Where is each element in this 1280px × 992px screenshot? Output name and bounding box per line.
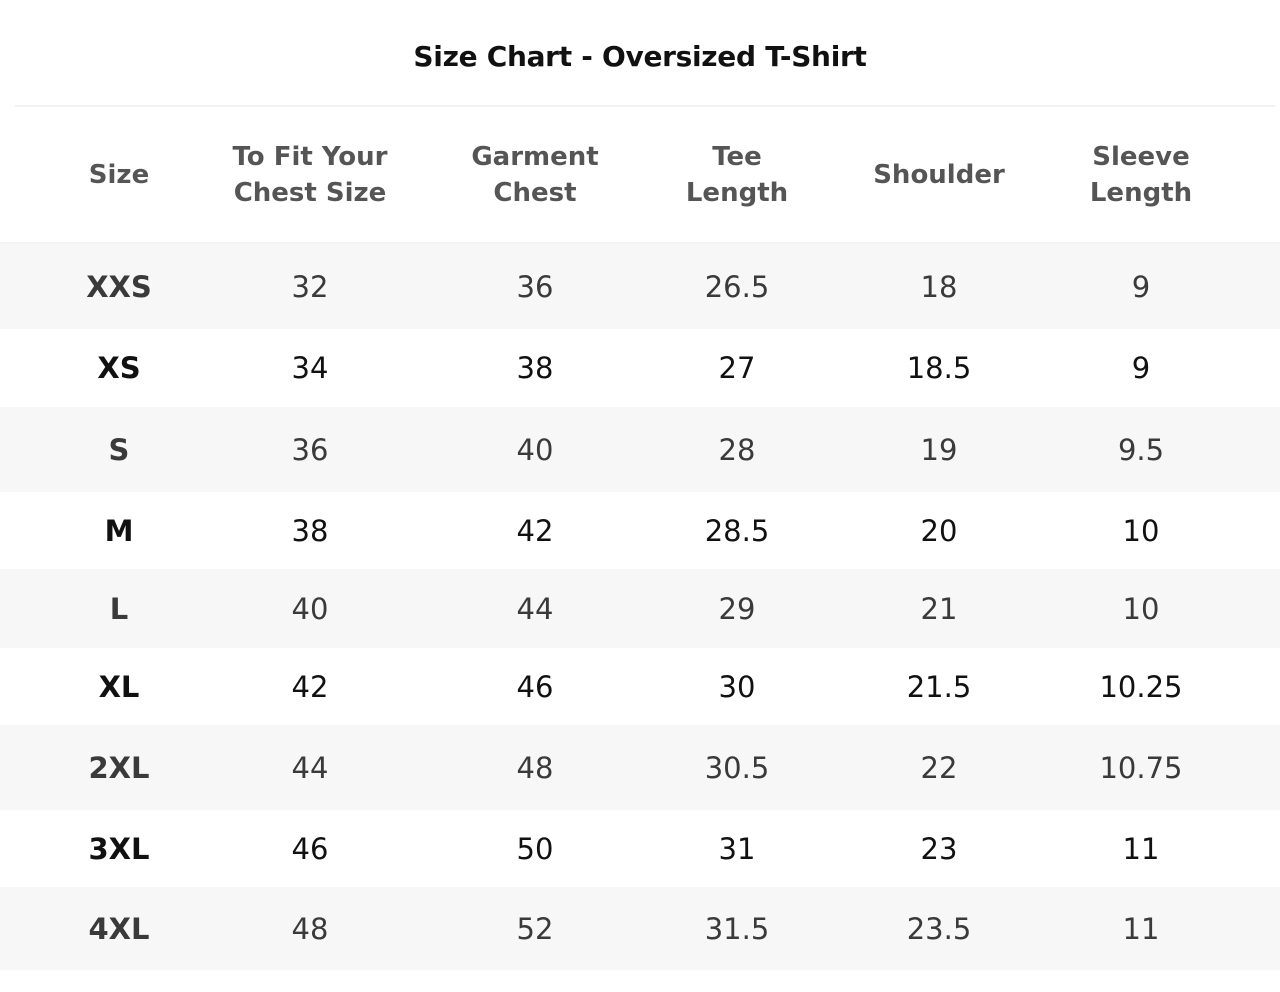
column-header-sleeve-length: Sleeve Length (1089, 142, 1193, 208)
cell-tee-length: 30.5 (704, 750, 770, 785)
cell-shoulder: 22 (920, 750, 958, 785)
cell-garment-chest: 52 (516, 911, 554, 946)
table-header: Size To Fit Your Chest Size Garment Chest T… (0, 108, 1280, 244)
column-header-size: Size (88, 160, 150, 190)
cell-garment-chest: 44 (516, 591, 554, 626)
table-row: XS 34 38 27 18.5 9 (0, 329, 1280, 407)
cell-garment-chest: 42 (516, 513, 554, 548)
cell-tee-length: 28 (718, 432, 756, 467)
cell-tee-length: 29 (718, 591, 756, 626)
cell-tee-length: 26.5 (704, 269, 770, 304)
cell-size: XS (97, 351, 141, 385)
cell-chest-fit: 40 (291, 591, 329, 626)
cell-tee-length: 31 (718, 831, 756, 866)
cell-shoulder: 20 (920, 513, 958, 548)
cell-chest-fit: 44 (291, 750, 329, 785)
column-header-tee-length: Tee Length (685, 142, 789, 208)
cell-tee-length: 27 (718, 351, 756, 385)
cell-garment-chest: 48 (516, 750, 554, 785)
cell-tee-length: 28.5 (704, 513, 770, 548)
cell-garment-chest: 50 (516, 831, 554, 866)
cell-sleeve-length: 10 (1122, 513, 1160, 548)
table-row: M 38 42 28.5 20 10 (0, 492, 1280, 569)
cell-chest-fit: 38 (291, 513, 329, 548)
page-title: Size Chart - Oversized T-Shirt (413, 40, 867, 73)
cell-sleeve-length: 11 (1122, 911, 1160, 946)
table-row: XL 42 46 30 21.5 10.25 (0, 648, 1280, 725)
cell-size: 4XL (88, 911, 150, 946)
cell-size: L (109, 591, 129, 626)
cell-shoulder: 21 (920, 591, 958, 626)
cell-shoulder: 18.5 (906, 351, 972, 385)
cell-chest-fit: 48 (291, 911, 329, 946)
cell-shoulder: 23 (920, 831, 958, 866)
size-chart-table: Size To Fit Your Chest Size Garment Chest T… (0, 108, 1280, 970)
cell-sleeve-length: 10.75 (1099, 750, 1183, 785)
cell-garment-chest: 36 (516, 269, 554, 304)
cell-sleeve-length: 10.25 (1099, 669, 1183, 704)
cell-garment-chest: 38 (516, 351, 554, 385)
table-row: S 36 40 28 19 9.5 (0, 407, 1280, 492)
cell-garment-chest: 46 (516, 669, 554, 704)
table-row: 2XL 44 48 30.5 22 10.75 (0, 725, 1280, 810)
cell-chest-fit: 32 (291, 269, 329, 304)
column-header-garment-chest: Garment Chest (471, 142, 599, 208)
cell-size: M (104, 513, 134, 548)
column-header-shoulder: Shoulder (873, 160, 1005, 190)
cell-size: XL (98, 669, 140, 704)
cell-tee-length: 30 (718, 669, 756, 704)
cell-size: S (108, 432, 130, 467)
cell-chest-fit: 46 (291, 831, 329, 866)
table-row: 4XL 48 52 31.5 23.5 11 (0, 887, 1280, 970)
cell-sleeve-length: 9 (1131, 351, 1151, 385)
cell-size: 2XL (88, 750, 150, 785)
table-row: 3XL 46 50 31 23 11 (0, 810, 1280, 887)
cell-chest-fit: 36 (291, 432, 329, 467)
table-row: XXS 32 36 26.5 18 9 (0, 244, 1280, 329)
cell-shoulder: 21.5 (906, 669, 972, 704)
cell-shoulder: 18 (920, 269, 958, 304)
cell-shoulder: 23.5 (906, 911, 972, 946)
cell-sleeve-length: 11 (1122, 831, 1160, 866)
cell-sleeve-length: 9.5 (1117, 432, 1165, 467)
cell-sleeve-length: 10 (1122, 591, 1160, 626)
cell-chest-fit: 34 (291, 351, 329, 385)
cell-tee-length: 31.5 (704, 911, 770, 946)
table-row: L 40 44 29 21 10 (0, 569, 1280, 648)
cell-chest-fit: 42 (291, 669, 329, 704)
cell-size: XXS (86, 269, 152, 304)
column-header-chest-fit: To Fit Your Chest Size (232, 142, 388, 208)
title-divider (15, 105, 1275, 107)
cell-sleeve-length: 9 (1131, 269, 1151, 304)
cell-garment-chest: 40 (516, 432, 554, 467)
cell-size: 3XL (88, 831, 150, 866)
cell-shoulder: 19 (920, 432, 958, 467)
